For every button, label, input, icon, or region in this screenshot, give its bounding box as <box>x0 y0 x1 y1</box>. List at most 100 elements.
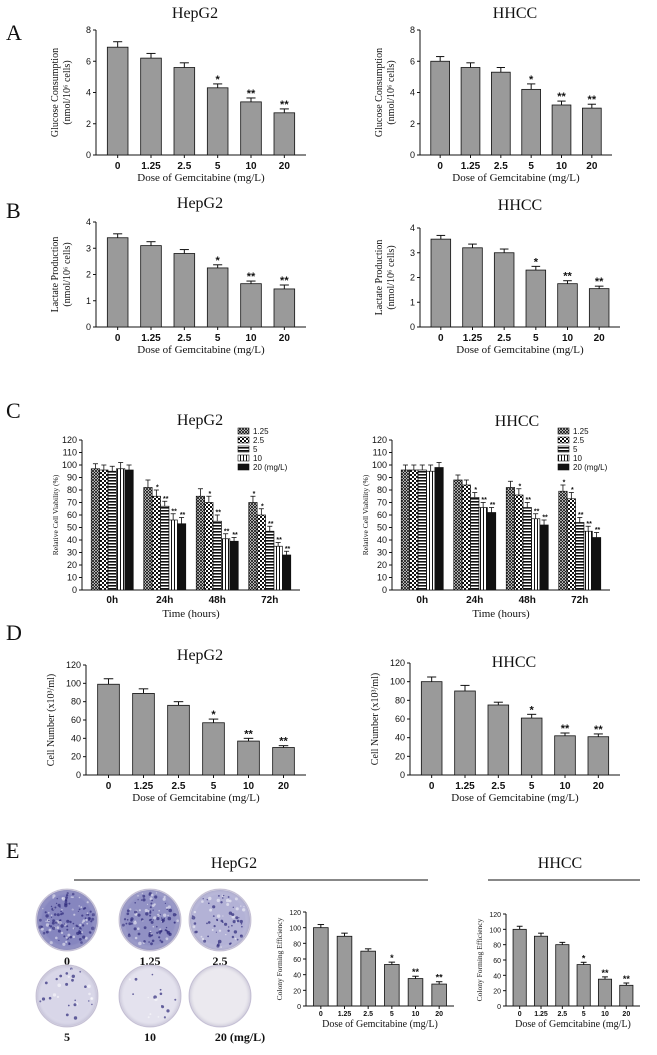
C-hepg2-category-label: 48h <box>209 595 226 606</box>
E-hhcc-ylabel: Colony Forming Efficiency <box>475 918 484 1001</box>
C-hhcc-category-label: 0h <box>416 595 428 606</box>
C-hhcc-ytick-label: 120 <box>372 435 387 445</box>
C-hhcc-ytick-label: 110 <box>373 448 387 458</box>
C-hhcc-legend-label: 2.5 <box>573 436 585 445</box>
D-hhcc-ytick-label: 0 <box>400 770 405 780</box>
E-hepg2-category-label: 0 <box>319 1011 323 1018</box>
D-hhcc-bar <box>520 717 543 776</box>
C-hhcc-bar-1_25 <box>400 469 410 591</box>
panel-letter-d: D <box>6 620 22 645</box>
D-hepg2-significance: * <box>211 709 216 721</box>
E-hhcc-category-label: 0 <box>518 1011 522 1018</box>
E-hhcc-ytick-label: 20 <box>493 989 501 996</box>
D-hepg2-title: HepG2 <box>177 647 223 664</box>
C-hepg2-ytick-label: 80 <box>67 485 77 495</box>
C-hepg2-significance: * <box>261 503 264 510</box>
plate-rim <box>189 965 251 1027</box>
E-hepg2-category-label: 10 <box>412 1011 420 1018</box>
E-hhcc-ytick-label: 0 <box>497 1004 501 1011</box>
E-hhcc-bar <box>619 984 634 1007</box>
C-hepg2-legend-label: 10 <box>253 454 262 463</box>
panel-letter-e: E <box>6 838 19 863</box>
A-hepg2-title: HepG2 <box>172 5 218 22</box>
D-hhcc-significance: ** <box>594 724 603 736</box>
B-hhcc-ylabel: (nmol/10⁶ cells) <box>386 245 397 309</box>
C-hhcc-significance: ** <box>578 512 584 519</box>
D-hhcc-ytick-label: 20 <box>395 751 405 761</box>
D-hepg2-ytick-label: 80 <box>71 697 81 707</box>
E-hepg2-ytick-label: 0 <box>297 1004 301 1011</box>
C-hhcc-ytick-label: 80 <box>377 485 387 495</box>
A-hhcc-category-label: 10 <box>556 161 568 172</box>
C-hepg2-ytick-label: 30 <box>67 548 77 558</box>
C-hepg2-legend-label: 2.5 <box>253 436 265 445</box>
B-hepg2-bar <box>106 237 129 328</box>
chart-b-hhcc: 0 1 2 3 4 0 1.25 2.5 5 * 10 ** 20 ** Dose of Gemcitabi… <box>374 197 620 356</box>
B-hhcc-category-label: 0 <box>438 333 444 344</box>
chart-c-hepg2: 01020304050607080901001101200h*******24h… <box>51 412 300 620</box>
A-hepg2-bar <box>140 57 162 156</box>
C-hepg2-bar-10 <box>168 519 178 591</box>
A-hhcc-bar <box>582 107 602 156</box>
C-hepg2-legend-label: 1.25 <box>253 427 269 436</box>
C-hhcc-significance: ** <box>534 508 540 515</box>
C-hepg2-ytick-label: 10 <box>67 573 77 583</box>
D-hhcc-category-label: 1.25 <box>455 781 475 792</box>
E-hhcc-category-label: 2.5 <box>557 1011 567 1018</box>
C-hhcc-legend-swatch <box>557 454 570 462</box>
chart-a-hhcc: 0 2 4 6 8 0 1.25 2.5 5 * 10 ** 20 ** Dose of Gemcitabi… <box>374 5 612 184</box>
D-hepg2-significance: ** <box>279 736 288 748</box>
D-hepg2-ytick-label: 20 <box>71 752 81 762</box>
D-hhcc-bar <box>487 704 510 776</box>
A-hhcc-bar <box>430 60 450 156</box>
C-hhcc-bar-2_5 <box>566 498 576 591</box>
C-hhcc-legend-label: 20 (mg/L) <box>573 463 608 472</box>
B-hepg2-ytick-label: 3 <box>86 243 91 253</box>
D-hepg2-significance: ** <box>244 728 253 740</box>
D-hhcc-ytick-label: 60 <box>395 714 405 724</box>
panel-e-hhcc-title: HHCC <box>538 855 582 872</box>
B-hepg2-category-label: 1.25 <box>141 333 161 344</box>
B-hepg2-bar <box>240 283 262 328</box>
D-hepg2-bar <box>97 683 120 776</box>
A-hhcc-category-label: 20 <box>586 161 598 172</box>
E-hepg2-ytick-label: 40 <box>293 973 301 980</box>
C-hepg2-bar-2_5 <box>256 514 266 591</box>
B-hhcc-category-label: 20 <box>594 333 606 344</box>
D-hhcc-ytick-label: 120 <box>390 658 405 668</box>
C-hhcc-legend-swatch <box>557 445 570 453</box>
D-hepg2-ylabel: Cell Number (x10³/ml) <box>46 674 57 766</box>
C-hepg2-significance: * <box>156 485 159 492</box>
E-hepg2-significance: ** <box>436 973 444 983</box>
A-hepg2-category-label: 10 <box>245 161 257 172</box>
C-hhcc-ytick-label: 90 <box>377 473 387 483</box>
B-hhcc-category-label: 1.25 <box>463 333 483 344</box>
C-hepg2-bar-2_5 <box>204 502 214 591</box>
C-hhcc-bar-1_25 <box>558 490 568 591</box>
D-hhcc-category-label: 20 <box>593 781 605 792</box>
E-hepg2-ytick-label: 60 <box>293 957 301 964</box>
C-hhcc-ylabel: Relative Cell Viability (%) <box>361 474 370 555</box>
E-hhcc-significance: ** <box>623 974 631 984</box>
C-hhcc-bar-10 <box>583 530 593 591</box>
E-hepg2-bar <box>360 950 376 1007</box>
C-hepg2-ytick-label: 40 <box>67 535 77 545</box>
chart-d-hepg2: 0 20 40 60 80 100 120 0 1.25 2.5 5 * 10 ** 20 ** Dose of… <box>46 647 306 804</box>
A-hepg2-bar <box>173 67 196 156</box>
B-hepg2-category-label: 20 <box>279 333 291 344</box>
C-hhcc-bar-2_5 <box>514 494 524 591</box>
A-hepg2-category-label: 2.5 <box>177 161 191 172</box>
C-hhcc-legend-label: 5 <box>573 445 578 454</box>
D-hhcc-category-label: 10 <box>559 781 571 792</box>
chart-c-hhcc: 01020304050607080901001101200h*****24h**… <box>361 413 610 620</box>
A-hhcc-category-label: 1.25 <box>461 161 481 172</box>
C-hepg2-significance: ** <box>171 508 177 515</box>
B-hhcc-ytick-label: 0 <box>410 322 415 332</box>
B-hepg2-category-label: 2.5 <box>177 333 191 344</box>
C-hhcc-ytick-label: 40 <box>377 535 387 545</box>
C-hepg2-ytick-label: 70 <box>67 498 77 508</box>
E-hepg2-ylabel: Colony Forming Efficiency <box>275 917 284 1000</box>
E-hepg2-ytick-label: 100 <box>289 926 301 933</box>
D-hhcc-bar <box>420 681 443 776</box>
A-hepg2-ylabel: (nmol/10⁶ cells) <box>62 60 73 124</box>
